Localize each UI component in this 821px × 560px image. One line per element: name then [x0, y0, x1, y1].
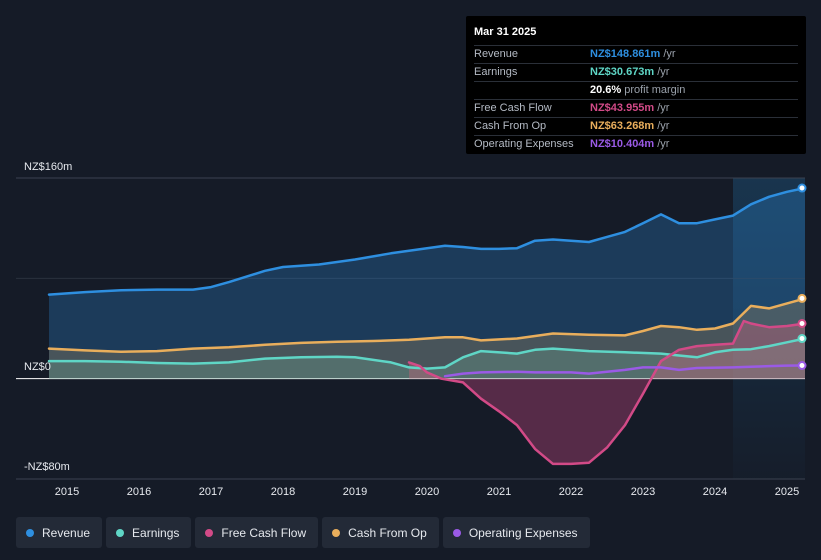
tooltip-row-revenue: Revenue NZ$148.861m/yr: [474, 45, 798, 63]
tooltip-row-label: Operating Expenses: [474, 138, 574, 150]
forecast-region: [733, 178, 805, 479]
x-tick-label: 2021: [487, 486, 511, 498]
tooltip-row-value: NZ$63.268m: [590, 120, 655, 132]
legend-label: Earnings: [132, 525, 180, 540]
tooltip-row-unit: /yr: [657, 138, 670, 150]
legend-label: Cash From Op: [348, 525, 427, 540]
legend-item-cash-from-op[interactable]: Cash From Op: [322, 517, 439, 548]
legend-dot-icon: [332, 528, 341, 537]
free-cash-flow-line: [407, 319, 807, 466]
x-tick-label: 2019: [343, 486, 367, 498]
earnings-endpoint: [797, 334, 807, 344]
tooltip-row-cash-from-op: Cash From Op NZ$63.268m/yr: [474, 117, 798, 135]
tooltip-row-value: NZ$30.673m: [590, 66, 655, 78]
tooltip-row-value: NZ$43.955m: [590, 102, 655, 114]
legend-dot-icon: [116, 528, 125, 537]
earnings-area: [49, 338, 805, 379]
tooltip-row-unit: /yr: [663, 48, 676, 60]
cash-from-op-line: [47, 297, 807, 353]
x-tick-label: 2020: [415, 486, 439, 498]
tooltip-row-value: NZ$148.861m: [590, 48, 661, 60]
tooltip-row-profit-margin: 20.6% profit margin: [474, 81, 798, 99]
x-tick-label: 2023: [631, 486, 655, 498]
tooltip-row-value: NZ$10.404m: [590, 138, 655, 150]
tooltip-date: Mar 31 2025: [474, 26, 537, 38]
tooltip-row-label: Cash From Op: [474, 120, 547, 132]
chart-legend: Revenue Earnings Free Cash Flow Cash From O…: [16, 517, 590, 548]
x-tick-label: 2022: [559, 486, 583, 498]
legend-dot-icon: [205, 528, 214, 537]
tooltip-row-unit: /yr: [657, 102, 670, 114]
y-tick-label: NZ$160m: [24, 161, 72, 173]
tooltip-row-label: Earnings: [474, 66, 518, 78]
legend-label: Operating Expenses: [468, 525, 578, 540]
legend-item-revenue[interactable]: Revenue: [16, 517, 103, 548]
x-tick-label: 2025: [775, 486, 799, 498]
x-tick-label: 2016: [127, 486, 151, 498]
revenue-line: [47, 186, 807, 296]
legend-item-earnings[interactable]: Earnings: [106, 517, 192, 548]
operating-expenses-line: [443, 364, 807, 378]
tooltip-row-unit: /yr: [657, 120, 670, 132]
tooltip-row-free-cash-flow: Free Cash Flow NZ$43.955m/yr: [474, 99, 798, 117]
x-tick-label: 2024: [703, 486, 727, 498]
y-tick-label: -NZ$80m: [24, 461, 70, 473]
y-tick-label: NZ$0: [24, 361, 51, 373]
x-tick-label: 2017: [199, 486, 223, 498]
cash-from-op-endpoint: [797, 293, 807, 303]
x-tick-label: 2015: [55, 486, 79, 498]
earnings-line: [47, 337, 807, 370]
tooltip-row-unit: profit margin: [624, 84, 686, 96]
tooltip-row-label: Revenue: [474, 48, 519, 60]
legend-item-free-cash-flow[interactable]: Free Cash Flow: [195, 517, 319, 548]
tooltip-row-operating-expenses: Operating Expenses NZ$10.404m/yr: [474, 135, 798, 153]
x-tick-label: 2018: [271, 486, 295, 498]
tooltip-row-value: 20.6%: [590, 84, 622, 96]
tooltip-row-label: [474, 82, 590, 99]
legend-item-operating-expenses[interactable]: Operating Expenses: [442, 517, 590, 548]
free-cash-flow-area: [409, 321, 805, 464]
legend-label: Revenue: [42, 525, 91, 540]
revenue-endpoint: [797, 183, 807, 193]
tooltip-row-unit: /yr: [657, 66, 670, 78]
legend-dot-icon: [452, 528, 461, 537]
legend-label: Free Cash Flow: [221, 525, 307, 540]
operating-expenses-endpoint: [797, 360, 807, 370]
legend-dot-icon: [26, 528, 34, 537]
financials-chart: NZ$160m NZ$0 -NZ$80m 2015 2016 2017 2018 2019 2…: [16, 161, 807, 498]
data-tooltip: Mar 31 2025 Revenue NZ$148.861m/yr Earning…: [466, 16, 806, 154]
tooltip-row-label: Free Cash Flow: [474, 102, 552, 114]
free-cash-flow-endpoint: [797, 318, 807, 328]
tooltip-row-earnings: Earnings NZ$30.673m/yr: [474, 63, 798, 81]
